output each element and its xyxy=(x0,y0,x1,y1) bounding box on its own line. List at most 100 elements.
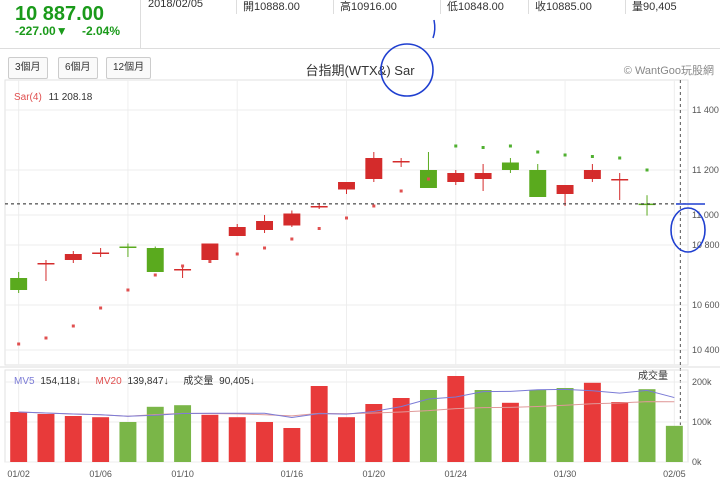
candle-body xyxy=(611,179,629,181)
candle-body xyxy=(283,213,301,226)
volume-bar xyxy=(529,390,547,462)
quote-close: 收10885.00 xyxy=(535,1,592,13)
y-tick-label: 11 200 xyxy=(692,165,719,175)
sar-dot xyxy=(17,342,21,346)
volume-bar xyxy=(338,417,355,462)
candle-body xyxy=(392,161,410,163)
last-price: 10 887.00 xyxy=(15,3,104,25)
vol-label: 成交量 xyxy=(183,374,213,387)
candle-body xyxy=(556,185,574,194)
candle-body xyxy=(529,170,547,197)
candle-body xyxy=(64,254,82,260)
volume-axis-title: 成交量 xyxy=(638,369,668,382)
mv20-value: 139,847↓ xyxy=(127,376,168,387)
volume-bar xyxy=(228,417,246,462)
price-box: 10 887.00 -227.00▼ -2.04% xyxy=(0,0,141,48)
sar-dot xyxy=(618,156,622,160)
range-3m-button[interactable]: 3個月 xyxy=(8,57,48,79)
y-tick-label: 10 600 xyxy=(692,300,720,310)
sar-dot xyxy=(645,168,649,172)
volume-legend: MV5 154,118↓ MV20 139,847↓ 成交量 90,405↓ xyxy=(14,374,255,387)
candle-body xyxy=(256,221,274,230)
candle-body xyxy=(92,252,110,254)
quote-date: 2018/02/05 xyxy=(148,0,204,10)
volume-bar xyxy=(256,422,274,462)
x-tick-label: 01/10 xyxy=(171,469,194,479)
annotations xyxy=(380,19,706,253)
candle-body xyxy=(583,170,601,179)
mv5-line xyxy=(18,388,675,418)
volume-bar xyxy=(583,382,601,462)
volume-bar xyxy=(392,398,410,462)
volume-bar xyxy=(283,428,301,462)
candle-body xyxy=(228,227,246,236)
sar-dot xyxy=(44,336,48,340)
volume-bar xyxy=(10,412,28,462)
sar-dot xyxy=(126,288,130,292)
volume-bar xyxy=(665,425,683,462)
candle-body xyxy=(338,182,355,190)
sar-dot xyxy=(263,246,267,250)
range-12m-button[interactable]: 12個月 xyxy=(106,57,152,79)
candle-body xyxy=(501,162,519,170)
annotation-circle xyxy=(380,43,434,97)
candle-body xyxy=(10,278,28,290)
sar-value: 11 208.18 xyxy=(49,92,93,103)
sar-dot xyxy=(99,306,103,310)
range-6m-button[interactable]: 6個月 xyxy=(58,57,98,79)
price-change: -227.00▼ xyxy=(15,24,68,38)
price-change-value: -227.00 xyxy=(15,24,56,38)
candle-body xyxy=(474,173,492,179)
volume-bar xyxy=(419,390,437,462)
sar-dot xyxy=(399,189,403,193)
sar-dot xyxy=(426,177,430,181)
sar-label: Sar(4) xyxy=(14,92,42,103)
sar-dot xyxy=(481,146,485,149)
candle-body xyxy=(447,173,465,182)
sar-dot xyxy=(208,260,212,263)
volume-y-tick-label: 0k xyxy=(692,457,702,467)
volume-bar xyxy=(92,417,110,462)
volume-bar xyxy=(201,414,219,462)
volume-bar xyxy=(556,388,574,462)
mv5-label: MV5 xyxy=(14,376,35,387)
candle-body xyxy=(174,269,192,271)
sar-dot xyxy=(563,153,567,157)
x-tick-label: 01/30 xyxy=(554,469,577,479)
sar-dot xyxy=(508,144,512,148)
sar-dot xyxy=(317,227,321,230)
quote-volume: 量90,405 xyxy=(632,1,677,13)
candle-body xyxy=(310,206,328,208)
sar-dot xyxy=(454,144,458,148)
candle-body xyxy=(37,263,55,265)
sar-legend: Sar(4) 11 208.18 xyxy=(14,92,93,103)
volume-bar xyxy=(119,422,137,462)
sar-dot xyxy=(71,324,75,328)
chart-title: 台指期(WTX&) Sar xyxy=(305,63,415,78)
volume-bar xyxy=(37,414,55,462)
quote-open: 開10888.00 xyxy=(243,1,300,13)
watermark: © WantGoo玩股網 xyxy=(623,65,714,77)
price-panel: 11 400 11 200 11 000 10 800 10 600 10 400 xyxy=(4,79,720,462)
x-tick-label: 01/24 xyxy=(445,469,468,479)
volume-panel: 200k 100k 0k xyxy=(0,366,720,467)
sar-dot xyxy=(153,273,157,277)
mv5-value: 154,118↓ xyxy=(40,376,80,387)
down-arrow-icon: ▼ xyxy=(55,24,68,38)
mv20-label: MV20 xyxy=(96,376,123,387)
volume-bar xyxy=(64,416,82,462)
annotation-stroke xyxy=(432,19,436,39)
volume-bar xyxy=(638,389,656,462)
volume-y-tick-label: 100k xyxy=(692,417,712,427)
volume-bar xyxy=(174,405,192,462)
sar-dot xyxy=(536,150,540,154)
volume-bar xyxy=(310,386,328,462)
sar-dot xyxy=(590,155,594,158)
x-tick-label: 01/16 xyxy=(281,469,304,479)
y-tick-label: 10 400 xyxy=(692,345,720,355)
volume-bar xyxy=(146,406,164,462)
x-tick-label: 01/20 xyxy=(363,469,386,479)
annotation-circle xyxy=(670,207,706,253)
sar-dot xyxy=(345,216,348,220)
